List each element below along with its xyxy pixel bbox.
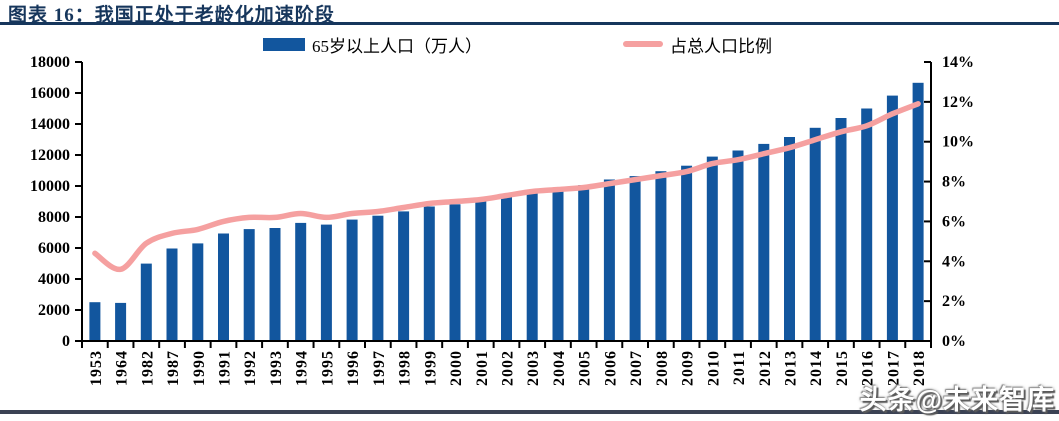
bar-1992 <box>243 229 255 341</box>
x-label-2006: 2006 <box>602 350 619 386</box>
right-tick-label: 12% <box>942 94 974 111</box>
bar-2005 <box>578 185 590 341</box>
bar-2014 <box>809 127 821 341</box>
x-label-2012: 2012 <box>757 350 774 386</box>
x-label-2017: 2017 <box>885 350 902 386</box>
bar-2002 <box>501 195 512 341</box>
bar-1982 <box>140 263 152 341</box>
legend-item-ratio: 占总人口比例 <box>623 33 772 56</box>
bar-1953 <box>89 302 101 341</box>
left-tick-label: 10000 <box>30 178 70 195</box>
left-tick-label: 8000 <box>38 209 70 226</box>
bar-1987 <box>166 248 178 341</box>
x-label-1964: 1964 <box>114 350 131 386</box>
right-tick-label: 0% <box>942 333 966 350</box>
line-series-swatch <box>623 41 663 47</box>
bar-1994 <box>295 222 307 341</box>
title-rule <box>0 22 1059 25</box>
left-tick-label: 0 <box>62 333 70 350</box>
bar-2009 <box>681 165 693 341</box>
x-label-1953: 1953 <box>88 350 105 386</box>
left-tick-label: 18000 <box>30 54 70 71</box>
x-label-1997: 1997 <box>371 350 388 386</box>
bar-2013 <box>784 137 795 341</box>
bar-2012 <box>758 143 770 341</box>
bar-1990 <box>192 243 204 341</box>
bar-2008 <box>655 171 667 341</box>
x-label-2000: 2000 <box>448 350 465 386</box>
ratio-line <box>92 101 921 273</box>
bar-2010 <box>706 156 718 341</box>
bar-2018 <box>912 82 924 342</box>
x-label-1987: 1987 <box>165 350 182 386</box>
x-label-1990: 1990 <box>191 350 208 386</box>
legend-label-ratio: 占总人口比例 <box>670 36 772 56</box>
bar-2017 <box>886 95 898 341</box>
x-label-2016: 2016 <box>860 350 877 386</box>
bar-1995 <box>320 224 332 341</box>
x-label-2009: 2009 <box>680 350 697 386</box>
right-tick-label: 2% <box>942 293 966 310</box>
bar-1993 <box>269 228 281 341</box>
x-label-2008: 2008 <box>654 350 671 386</box>
x-label-2004: 2004 <box>551 350 568 386</box>
x-label-2011: 2011 <box>731 350 748 385</box>
x-label-1996: 1996 <box>345 350 362 386</box>
bar-2011 <box>732 150 744 341</box>
bar-1996 <box>346 219 358 341</box>
bar-2016 <box>861 108 873 341</box>
right-tick-label: 4% <box>942 253 966 270</box>
bar-1991 <box>218 233 229 341</box>
x-label-2015: 2015 <box>834 350 851 386</box>
left-tick-label: 16000 <box>30 85 70 102</box>
bar-2003 <box>526 190 538 341</box>
right-tick-label: 10% <box>942 134 974 151</box>
left-tick-label: 4000 <box>38 271 70 288</box>
bottom-rule <box>0 410 1059 414</box>
x-label-2003: 2003 <box>525 350 542 386</box>
legend-item-population: 65岁以上人口（万人） <box>263 33 482 56</box>
page-title: 图表 16：我国正处于老龄化加速阶段 <box>8 5 335 26</box>
left-tick-label: 2000 <box>38 302 70 319</box>
x-label-1995: 1995 <box>319 350 336 386</box>
x-label-2014: 2014 <box>808 350 825 386</box>
x-label-1991: 1991 <box>217 350 234 386</box>
x-label-1994: 1994 <box>294 350 311 386</box>
right-tick-label: 6% <box>942 213 966 230</box>
bar-1964 <box>115 302 127 341</box>
x-label-1993: 1993 <box>268 350 285 386</box>
bar-1997 <box>372 215 384 341</box>
watermark: 头条@未来智库 <box>859 385 1055 415</box>
bar-2000 <box>449 204 461 341</box>
left-tick-label: 14000 <box>30 116 70 133</box>
left-tick-label: 6000 <box>38 240 70 257</box>
bar-2001 <box>475 200 487 341</box>
x-label-1992: 1992 <box>242 350 259 386</box>
x-label-2007: 2007 <box>628 350 645 386</box>
x-label-1982: 1982 <box>139 350 156 386</box>
bar-1998 <box>398 211 410 341</box>
bar-series-swatch <box>263 37 305 51</box>
x-label-1998: 1998 <box>397 350 414 386</box>
legend-label-population: 65岁以上人口（万人） <box>312 36 482 56</box>
x-label-2013: 2013 <box>783 350 800 386</box>
right-tick-label: 8% <box>942 174 966 191</box>
x-label-2001: 2001 <box>474 350 491 386</box>
bar-2015 <box>835 118 847 341</box>
bar-2006 <box>603 179 615 341</box>
left-tick-label: 12000 <box>30 147 70 164</box>
bar-2007 <box>629 176 641 341</box>
x-label-2010: 2010 <box>705 350 722 386</box>
aging-chart: 0 2000 4000 6000 8000 10000 12000 14000 16000 180… <box>30 54 974 386</box>
bar-2004 <box>552 188 564 341</box>
x-label-2018: 2018 <box>911 350 928 386</box>
x-label-1999: 1999 <box>422 350 439 386</box>
x-label-2005: 2005 <box>577 350 594 386</box>
bar-1999 <box>423 206 435 341</box>
right-tick-label: 14% <box>942 54 974 71</box>
x-label-2002: 2002 <box>500 350 517 386</box>
